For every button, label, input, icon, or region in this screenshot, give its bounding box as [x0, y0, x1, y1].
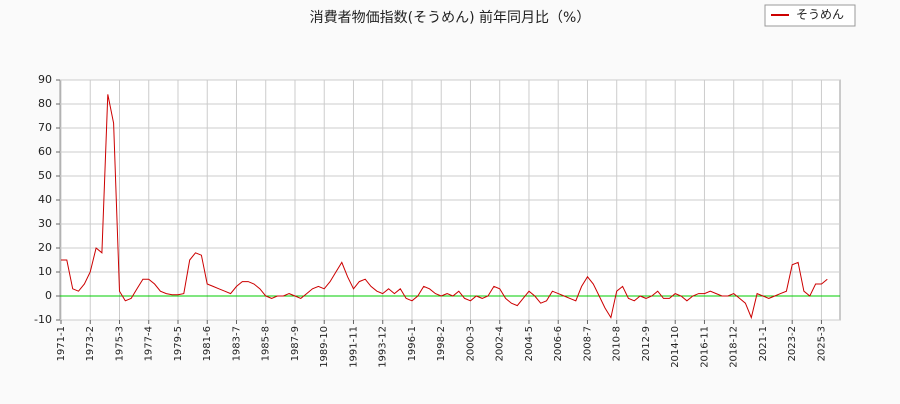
y-tick-label: 30	[38, 217, 52, 230]
x-tick-label: 2025-3	[816, 326, 827, 361]
y-tick-label: 20	[38, 241, 52, 254]
x-tick-label: 1996-1	[407, 326, 418, 361]
x-tick-label: 2014-10	[670, 326, 681, 368]
x-tick-label: 2012-9	[641, 326, 652, 361]
x-tick-label: 1975-3	[114, 326, 125, 361]
chart-title: 消費者物価指数(そうめん) 前年同月比（%）	[310, 9, 591, 26]
x-tick-label: 1979-5	[173, 326, 184, 361]
x-tick-label: 1971-1	[56, 326, 67, 361]
x-tick-label: 1983-7	[231, 326, 242, 361]
x-tick-label: 1998-2	[436, 326, 447, 361]
y-tick-label: 90	[38, 73, 52, 86]
legend-label: そうめん	[796, 8, 844, 22]
x-tick-label: 2018-12	[729, 326, 740, 368]
x-tick-label: 1985-8	[261, 326, 272, 361]
x-tick-label: 1973-2	[85, 326, 96, 361]
x-tick-label: 2004-5	[524, 326, 535, 361]
x-tick-label: 1991-11	[348, 326, 359, 368]
legend-box	[764, 4, 856, 27]
x-tick-label: 1989-10	[319, 326, 330, 368]
y-tick-label: -10	[34, 313, 52, 326]
x-tick-label: 2021-1	[758, 326, 769, 361]
x-tick-label: 2006-6	[553, 326, 564, 361]
data-line	[61, 94, 828, 320]
x-tick-label: 2023-2	[787, 326, 798, 361]
y-tick-label: 70	[38, 121, 52, 134]
x-tick-label: 2010-8	[612, 326, 623, 361]
x-tick-label: 2002-4	[495, 326, 506, 361]
y-tick-label: 60	[38, 145, 52, 158]
x-tick-label: 2000-3	[465, 326, 476, 361]
x-tick-label: 1977-4	[144, 326, 155, 361]
x-tick-label: 1993-12	[378, 326, 389, 368]
y-tick-label: 80	[38, 97, 52, 110]
x-tick-label: 2016-11	[699, 326, 710, 368]
x-tick-label: 1981-6	[202, 326, 213, 361]
y-tick-label: 10	[38, 265, 52, 278]
y-tick-label: 0	[45, 289, 52, 302]
x-tick-label: 2008-7	[582, 326, 593, 361]
y-tick-label: 50	[38, 169, 52, 182]
y-tick-label: 40	[38, 193, 52, 206]
x-tick-label: 1987-9	[290, 326, 301, 361]
